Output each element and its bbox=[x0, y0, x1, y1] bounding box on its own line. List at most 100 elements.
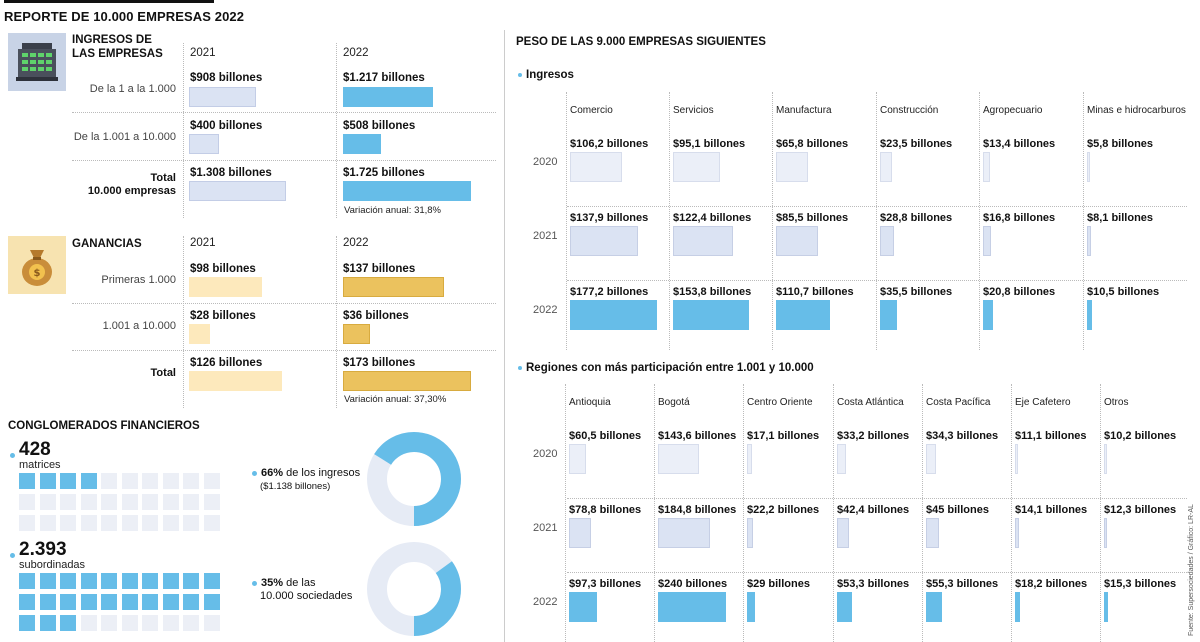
value-label: $33,2 billones bbox=[837, 430, 910, 442]
value-label: $143,6 billones bbox=[658, 430, 737, 442]
value-label: $95,1 billones bbox=[673, 138, 746, 150]
value-label: $28,8 billones bbox=[880, 212, 953, 224]
year-label: 2022 bbox=[533, 596, 558, 608]
value-label: $1.308 billones bbox=[190, 167, 272, 179]
bar-2022 bbox=[343, 134, 381, 154]
unit-square bbox=[183, 615, 199, 631]
value-label: $12,3 billones bbox=[1104, 504, 1177, 516]
unit-square bbox=[183, 594, 199, 610]
value-label: $17,1 billones bbox=[747, 430, 820, 442]
column-divider bbox=[743, 384, 744, 642]
bar-2021 bbox=[189, 134, 219, 154]
value-label: $28 billones bbox=[190, 310, 256, 322]
unit-square bbox=[142, 594, 158, 610]
value-label: $42,4 billones bbox=[837, 504, 910, 516]
value-label: $177,2 billones bbox=[570, 286, 649, 298]
unit-square bbox=[162, 515, 179, 531]
bar-2020 bbox=[1087, 152, 1090, 182]
value-label: $508 billones bbox=[343, 120, 416, 132]
divider bbox=[183, 43, 184, 218]
unit-square bbox=[101, 573, 117, 589]
unit-square bbox=[203, 573, 220, 589]
money-bag-icon: $ bbox=[8, 236, 66, 294]
unit-square bbox=[142, 494, 158, 510]
peso-title: PESO DE LAS 9.000 EMPRESAS SIGUIENTES bbox=[516, 36, 766, 48]
column-divider bbox=[566, 92, 567, 350]
unit-square bbox=[60, 515, 76, 531]
subordinadas-label: subordinadas bbox=[19, 559, 86, 571]
unit-square bbox=[203, 473, 220, 489]
bar-2022 bbox=[343, 87, 434, 107]
value-label: $126 billones bbox=[190, 357, 263, 369]
unit-square bbox=[162, 473, 179, 489]
bar-2022 bbox=[673, 300, 749, 330]
row-divider bbox=[567, 498, 1187, 499]
unit-square bbox=[39, 515, 56, 531]
unit-square bbox=[39, 494, 56, 510]
category-label: Comercio bbox=[570, 105, 613, 116]
unit-square bbox=[162, 573, 179, 589]
unit-square bbox=[101, 515, 117, 531]
unit-square bbox=[60, 594, 76, 610]
page-title: REPORTE DE 10.000 EMPRESAS 2022 bbox=[4, 9, 245, 24]
value-label: $23,5 billones bbox=[880, 138, 953, 150]
bar-2022 bbox=[983, 300, 994, 330]
value-label: $85,5 billones bbox=[776, 212, 849, 224]
value-label: $45 billones bbox=[926, 504, 989, 516]
column-divider bbox=[1011, 384, 1012, 642]
value-label: $60,5 billones bbox=[569, 430, 642, 442]
donut-sociedades bbox=[367, 542, 461, 636]
bar-2021 bbox=[1015, 518, 1019, 548]
value-label: $55,3 billones bbox=[926, 578, 999, 590]
unit-square bbox=[60, 573, 76, 589]
value-label: $173 billones bbox=[343, 357, 416, 369]
bar-2020 bbox=[1015, 444, 1019, 474]
donut-segment bbox=[367, 432, 461, 526]
value-label: $35,5 billones bbox=[880, 286, 953, 298]
unit-square bbox=[121, 594, 138, 610]
bar-2021 bbox=[1087, 226, 1091, 256]
conglomerados-title: CONGLOMERADOS FINANCIEROS bbox=[8, 420, 200, 432]
bar-2021 bbox=[837, 518, 849, 548]
unit-square bbox=[19, 615, 35, 631]
bar-2021 bbox=[569, 518, 592, 548]
unit-square bbox=[80, 594, 97, 610]
divider bbox=[72, 160, 496, 161]
value-label: $122,4 billones bbox=[673, 212, 752, 224]
value-label: $184,8 billones bbox=[658, 504, 737, 516]
category-label: Otros bbox=[1104, 397, 1129, 408]
unit-square bbox=[39, 594, 56, 610]
year-label: 2021 bbox=[533, 522, 558, 534]
divider bbox=[72, 303, 496, 304]
column-divider bbox=[833, 384, 834, 642]
value-label: $153,8 billones bbox=[673, 286, 752, 298]
row-divider bbox=[567, 206, 1187, 207]
value-label: $98 billones bbox=[190, 263, 256, 275]
bar-2021 bbox=[189, 324, 210, 344]
ingresos-year-2022: 2022 bbox=[343, 47, 369, 59]
bar-2021 bbox=[926, 518, 939, 548]
bullet-dot bbox=[10, 447, 19, 465]
category-label: Centro Oriente bbox=[747, 397, 813, 408]
regiones-subtitle: Regiones con más participación entre 1.0… bbox=[518, 361, 814, 375]
donut2-caption: 35% de las 10.000 sociedades bbox=[252, 577, 352, 603]
unit-square bbox=[101, 594, 117, 610]
divider bbox=[336, 236, 337, 408]
row-divider bbox=[567, 572, 1187, 573]
column-divider bbox=[772, 92, 773, 350]
bar-2021 bbox=[570, 226, 638, 256]
value-label: $13,4 billones bbox=[983, 138, 1056, 150]
value-label: $97,3 billones bbox=[569, 578, 642, 590]
bar-2020 bbox=[926, 444, 936, 474]
bar-2022 bbox=[776, 300, 831, 330]
value-label: $18,2 billones bbox=[1015, 578, 1088, 590]
bar-2020 bbox=[1104, 444, 1107, 474]
regiones-table: Antioquia Bogotá Centro Oriente Costa Atlán… bbox=[515, 384, 1200, 642]
row-label: Total 10.000 empresas bbox=[87, 172, 176, 197]
value-label: $5,8 billones bbox=[1087, 138, 1154, 150]
value-label: $400 billones bbox=[190, 120, 263, 132]
bar-2021 bbox=[1104, 518, 1108, 548]
value-label: $78,8 billones bbox=[569, 504, 642, 516]
unit-square bbox=[39, 573, 56, 589]
ingresos-title: INGRESOS DE LAS EMPRESAS bbox=[72, 34, 163, 60]
